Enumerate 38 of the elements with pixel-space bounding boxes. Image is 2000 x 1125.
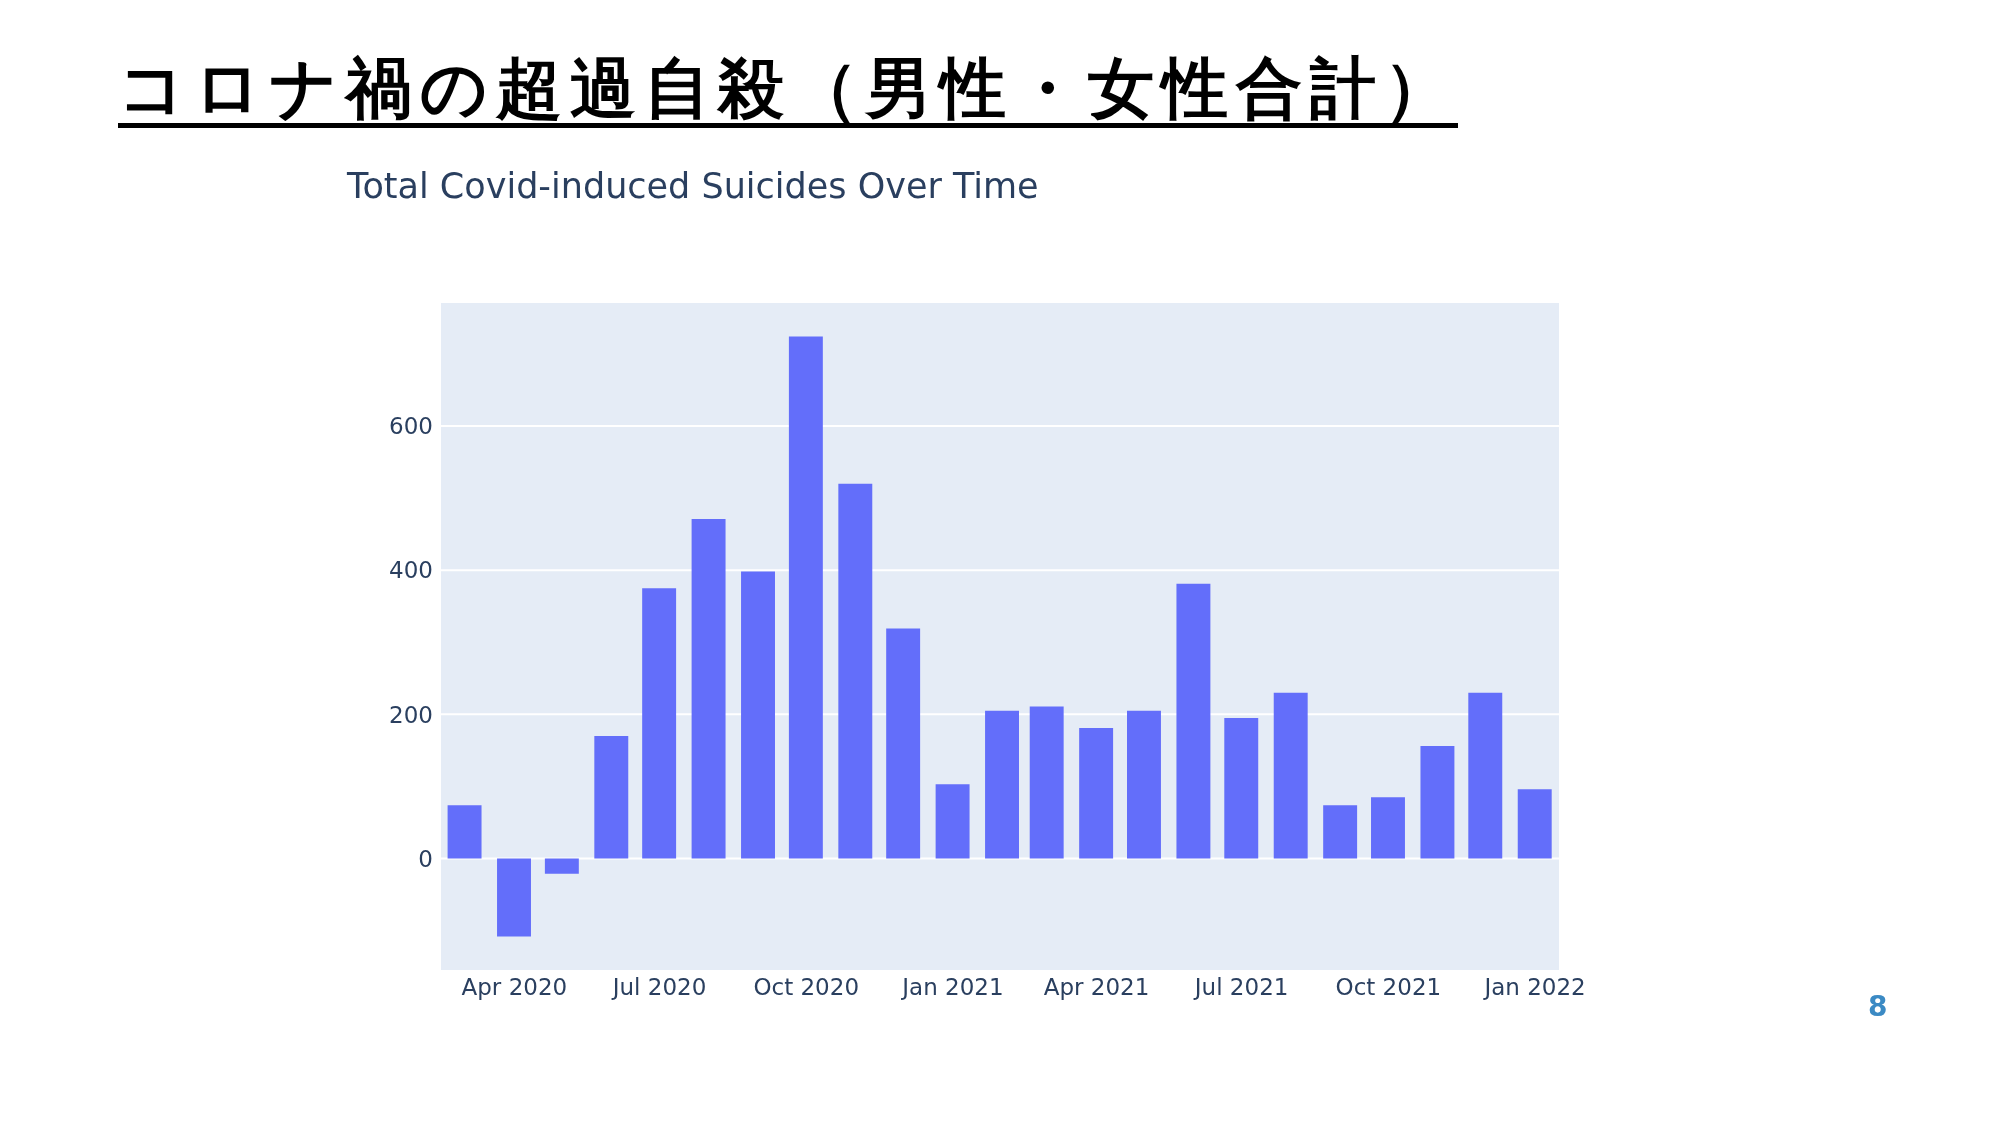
- bar: [886, 628, 921, 859]
- bar: [1420, 746, 1455, 859]
- bar: [447, 805, 482, 859]
- bar: [838, 483, 873, 859]
- y-tick-label: 400: [389, 557, 433, 584]
- bar: [497, 858, 531, 937]
- bar: [1517, 789, 1552, 859]
- x-tick-label: Jan 2022: [1482, 974, 1586, 1001]
- x-tick-label: Jul 2020: [610, 974, 707, 1001]
- bar: [788, 336, 823, 859]
- bar: [1079, 728, 1114, 859]
- bar: [935, 784, 970, 859]
- x-tick-label: Jul 2021: [1192, 974, 1289, 1001]
- bar: [985, 710, 1019, 859]
- chart-title: コロナ禍の超過自殺（男性・女性合計）: [118, 49, 1458, 129]
- x-tick-label: Jan 2021: [900, 974, 1004, 1001]
- x-tick-label: Apr 2021: [1043, 974, 1150, 1001]
- y-tick-label: 600: [389, 413, 433, 440]
- y-tick-label: 200: [389, 701, 433, 728]
- chart-subtitle: Total Covid-induced Suicides Over Time: [347, 166, 1039, 206]
- text: 8: [1868, 990, 1888, 1023]
- x-tick-label: Oct 2021: [1335, 974, 1442, 1001]
- bar: [1176, 583, 1211, 859]
- bar: [1127, 710, 1161, 859]
- bar: [642, 588, 677, 859]
- bar: [741, 571, 775, 859]
- bar: [691, 518, 726, 859]
- bar: [1224, 717, 1259, 859]
- bar: [544, 858, 579, 874]
- x-tick-label: Apr 2020: [461, 974, 568, 1001]
- bar: [1029, 706, 1064, 859]
- y-tick-label: 0: [418, 845, 433, 872]
- bar: [1323, 805, 1358, 859]
- bar: [1371, 797, 1405, 859]
- bar: [1273, 692, 1308, 859]
- bar: [594, 735, 629, 859]
- x-tick-label: Oct 2020: [753, 974, 860, 1001]
- bar: [1468, 692, 1503, 859]
